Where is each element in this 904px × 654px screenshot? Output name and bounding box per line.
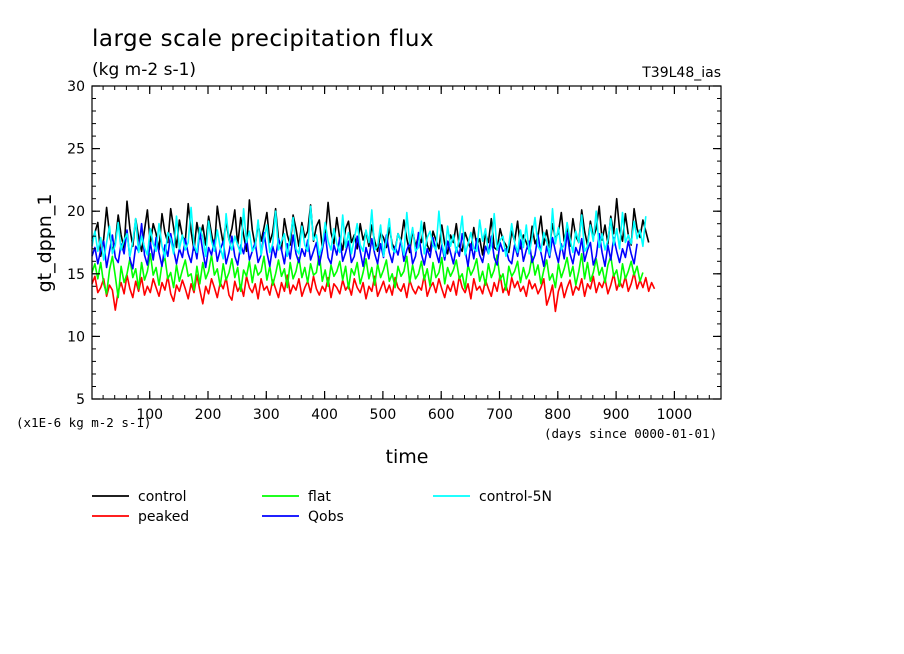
- y-tick-label: 15: [67, 267, 85, 283]
- x-tick-label: 1000: [657, 407, 693, 423]
- run-tag: T39L48_ias: [641, 65, 721, 81]
- x-tick-label: 500: [370, 407, 397, 423]
- series-line-control-5n: [91, 205, 647, 261]
- x-tick-label: 200: [195, 407, 222, 423]
- legend-label-peaked: peaked: [138, 509, 189, 525]
- x-tick-label: 800: [544, 407, 571, 423]
- chart-title: large scale precipitation flux: [92, 26, 434, 52]
- legend-label-control-5n: control-5N: [479, 489, 552, 505]
- x-tick-label: 900: [603, 407, 630, 423]
- x-tick-label: 600: [428, 407, 455, 423]
- series-line-peaked: [91, 271, 656, 313]
- x-tick-label: 700: [486, 407, 513, 423]
- series-line-flat: [91, 253, 644, 299]
- y-tick-label: 25: [67, 142, 85, 158]
- x-tick-label: 400: [311, 407, 338, 423]
- y-axis-label: gt_dppn_1: [34, 194, 56, 293]
- y-tick-label: 20: [67, 204, 85, 220]
- legend-label-qobs: Qobs: [308, 509, 344, 525]
- y-tick-label: 10: [67, 329, 85, 345]
- x-axis-label: time: [386, 446, 429, 468]
- series-layer: [91, 197, 656, 313]
- x-tick-label: 100: [136, 407, 163, 423]
- series-line-qobs: [91, 222, 638, 270]
- y-tick-label: 30: [67, 79, 85, 95]
- y-tick-label: 5: [76, 392, 85, 408]
- legend: control peaked flat Qobs control-5N: [92, 489, 552, 525]
- y-unit-note: (x1E-6 kg m-2 s-1): [16, 415, 151, 430]
- x-tick-label: 300: [253, 407, 280, 423]
- y-axis-ticks: 5 10 15 20 25 30: [67, 79, 721, 408]
- x-unit-note: (days since 0000-01-01): [544, 426, 717, 441]
- x-axis-ticks: 100 200 300 400 500 600 700 800 900 1000: [136, 86, 692, 423]
- chart-subtitle: (kg m-2 s-1): [92, 60, 196, 80]
- legend-label-flat: flat: [308, 489, 331, 505]
- legend-label-control: control: [138, 489, 187, 505]
